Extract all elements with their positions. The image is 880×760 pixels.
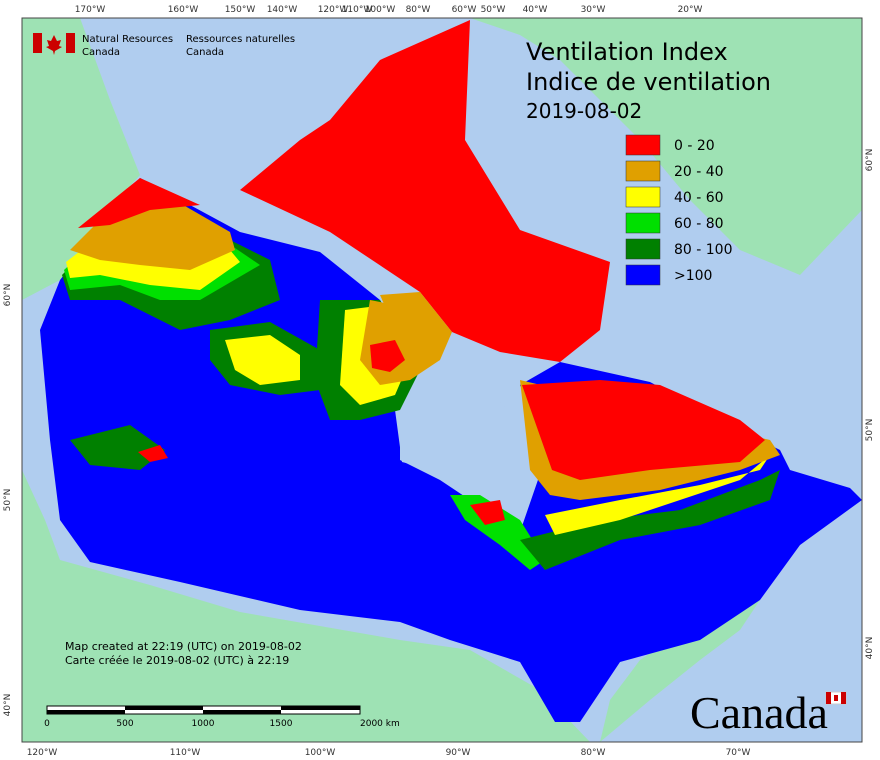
map-area [21,17,863,743]
legend-swatch [625,264,661,286]
note: Map created at 22:19 (UTC) on 2019-08-02 [65,640,302,653]
bottom-longitude: 120°W [27,748,58,758]
flag-bar [826,692,831,704]
legend-label: >100 [674,268,712,284]
scale-bar: 0 500 1000 1500 2000 km [44,705,400,729]
top-longitude: 140°W [267,5,298,15]
nrcan-logo [33,33,75,55]
legend: 0 - 20 20 - 40 40 - 60 60 - 80 80 - 100 >100 [625,134,733,286]
legend-label: 60 - 80 [674,216,724,232]
top-longitude: 100°W [365,5,396,15]
note: Carte créée le 2019-08-02 (UTC) à 22:19 [65,654,289,667]
org-en: Canada [82,47,120,58]
right-latitude: 60°N [865,149,875,172]
legend-swatch [625,186,661,208]
greenland [470,18,862,275]
org-fr: Ressources naturelles [186,34,295,45]
bottom-longitude: 90°W [446,748,471,758]
scale-label: 1500 [270,719,293,729]
legend-label: 40 - 60 [674,190,724,206]
title: Ventilation Index [526,38,728,66]
top-longitude: 40°W [523,5,548,15]
scale-label: 500 [116,719,133,729]
legend-swatch [625,134,661,156]
title: Indice de ventilation [526,68,771,96]
maple-leaf [46,35,62,55]
legend-label: 80 - 100 [674,242,733,258]
wordmark-flag [825,691,847,705]
org-fr: Canada [186,47,224,58]
top-longitude: 80°W [406,5,431,15]
right-latitude: 50°N [865,419,875,442]
org-en: Natural Resources [82,34,173,45]
flag-bar [66,33,75,53]
bottom-longitude: 70°W [726,748,751,758]
top-longitude: 150°W [225,5,256,15]
scale-label: 1000 [192,719,215,729]
top-longitude: 60°W [452,5,477,15]
index-zones [62,20,780,570]
left-latitude: 60°N [3,284,13,307]
bottom-longitude: 100°W [305,748,336,758]
top-longitude: 160°W [168,5,199,15]
legend-swatch [625,160,661,182]
top-longitude: 30°W [581,5,606,15]
scale-segment [281,706,360,710]
legend-swatch [625,238,661,260]
usa-east [600,600,760,742]
top-longitude: 170°W [75,5,106,15]
title-date: 2019-08-02 [526,99,642,123]
top-longitude: 110°W [342,5,373,15]
bottom-longitude: 110°W [170,748,201,758]
flag-leaf [834,695,838,701]
left-latitude: 40°N [3,694,13,717]
top-longitude: 50°W [481,5,506,15]
canada-wordmark: Canada [690,687,828,738]
top-longitude: 20°W [678,5,703,15]
scale-segment [47,710,125,714]
scale-segment [125,706,203,710]
legend-swatch [625,212,661,234]
usa [22,470,590,742]
map-frame [21,17,863,743]
flag-bar [33,33,42,53]
alaska [22,18,140,300]
legend-label: 20 - 40 [674,164,724,180]
canada-mainland [40,178,862,722]
top-longitude: 120°W [318,5,349,15]
hudson-bay [395,385,540,495]
scale-label: 2000 km [360,719,400,729]
right-latitude: 40°N [865,637,875,660]
scale-label: 0 [44,719,50,729]
flag-bar [841,692,846,704]
bottom-longitude: 80°W [581,748,606,758]
left-latitude: 50°N [3,489,13,512]
legend-label: 0 - 20 [674,138,715,154]
scale-segment [203,710,281,714]
